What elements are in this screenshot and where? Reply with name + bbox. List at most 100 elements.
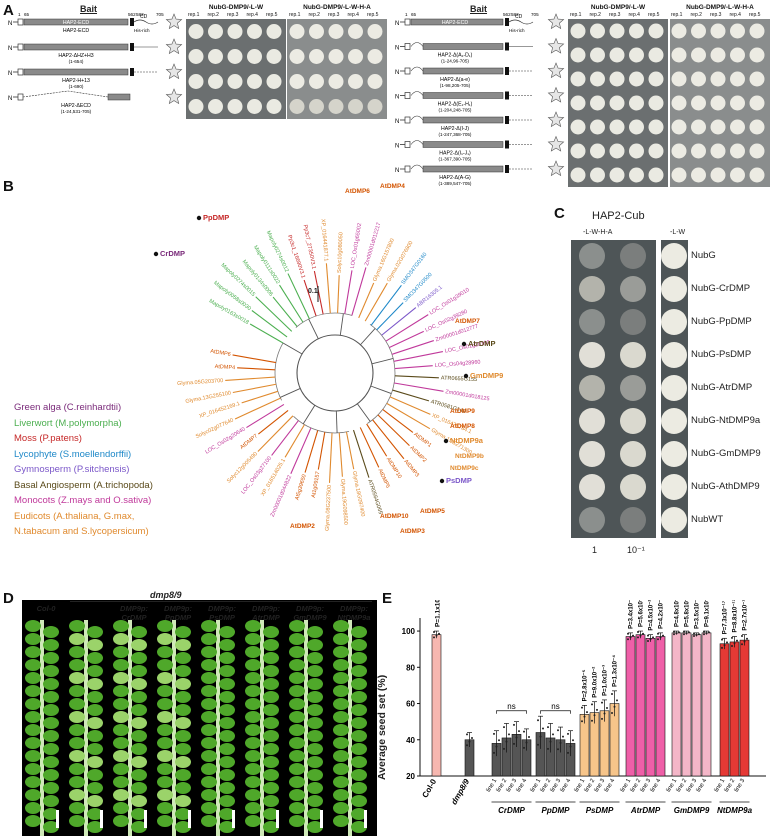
yeast-colony xyxy=(208,99,223,114)
residue-number: 562 xyxy=(503,12,511,17)
data-point xyxy=(652,636,654,639)
yeast-colony xyxy=(590,167,605,183)
tree-leaf-label: Pp3c7_27350V3.1 xyxy=(302,224,317,270)
highlight-label: NtDMP9c xyxy=(450,465,479,472)
ovule-seed xyxy=(43,704,59,716)
g2-construct-diagrams: N HAP2-ECD 1 65 562 582 705 CD His-rich N HAP2-Δ(A… xyxy=(395,12,565,186)
ovule-seed xyxy=(43,782,59,794)
ovule-seed xyxy=(201,633,217,645)
tree-branch xyxy=(251,310,288,338)
ovule-seed xyxy=(307,808,323,820)
ovule-seed xyxy=(201,802,217,814)
ovule-seed xyxy=(43,743,59,755)
ovule-seed xyxy=(201,711,217,723)
colony-spot-lw xyxy=(661,309,687,335)
ovule-seed xyxy=(175,730,191,742)
ovule-seed xyxy=(175,678,191,690)
yeast-colony xyxy=(309,49,324,64)
residue-number: 562 xyxy=(128,12,136,17)
construct-range: (1-247,368-705) xyxy=(439,132,472,137)
ovule-seed xyxy=(245,737,261,749)
ovule-seed xyxy=(157,685,173,697)
data-point xyxy=(591,703,593,706)
d-column-label: DMP9p: xyxy=(120,604,148,613)
data-point xyxy=(741,643,743,646)
ovule-seed xyxy=(219,652,235,664)
ovule-seed xyxy=(333,659,349,671)
ovule-seed xyxy=(307,691,323,703)
legend-entry: Eudicots (A.thaliana, G.max, xyxy=(14,510,135,522)
ovule-seed xyxy=(87,821,103,833)
x-tick-label: line 4 xyxy=(696,777,709,793)
ovule-seed xyxy=(25,737,41,749)
ovule-seed xyxy=(25,802,41,814)
residue-number: 705 xyxy=(156,12,164,17)
data-point xyxy=(678,631,680,634)
yeast-colony xyxy=(730,23,745,39)
ovule-seed xyxy=(263,678,279,690)
ovule-seed xyxy=(25,724,41,736)
yeast-colony xyxy=(348,74,363,89)
ovule-seed xyxy=(69,737,85,749)
signal-peptide-box xyxy=(17,43,24,51)
data-point xyxy=(581,720,583,723)
yeast-colony xyxy=(590,119,605,135)
yeast-colony xyxy=(247,49,262,64)
ovule-seed xyxy=(201,776,217,788)
yeast-colony xyxy=(730,71,745,87)
yeast-colony xyxy=(590,71,605,87)
ovule-seed xyxy=(87,704,103,716)
g1-construct-diagrams: N HAP2-ECD HAP2-ECD 1 65 562 582 705 CD His-rich N… xyxy=(8,12,183,114)
ovule-seed xyxy=(289,750,305,762)
ovule-seed xyxy=(201,789,217,801)
tree-branch xyxy=(313,270,324,315)
data-point xyxy=(438,632,440,635)
tree-leaf-label: AtDMP10 xyxy=(385,457,403,480)
bar xyxy=(579,714,590,777)
c-row-label: NubG xyxy=(691,250,716,261)
ovule-seed xyxy=(175,704,191,716)
data-point xyxy=(549,740,552,743)
tree-leaf-label: Pp3c1_16690V3.1 xyxy=(286,234,306,279)
c-row-label: NubG-CrDMP xyxy=(691,283,751,294)
ovule-seed xyxy=(263,626,279,638)
tm-box xyxy=(505,116,509,124)
tree-branch xyxy=(255,296,293,332)
y-tick-label: 60 xyxy=(406,700,415,709)
highlight-label: CrDMP xyxy=(160,249,185,258)
ovule-seed xyxy=(69,711,85,723)
tree-branch xyxy=(249,323,284,344)
yeast-colony xyxy=(671,71,687,87)
data-point xyxy=(547,726,549,729)
ovule-seed xyxy=(43,678,59,690)
ovule-seed xyxy=(157,711,173,723)
legend-entry: Gymnosperm (P.sitchensis) xyxy=(14,464,130,475)
ovule-seed xyxy=(219,626,235,638)
ecd-box xyxy=(410,18,504,26)
bar xyxy=(671,632,682,777)
group-label: GmDMP9 xyxy=(674,806,710,815)
ovule-seed xyxy=(69,802,85,814)
yeast-colony xyxy=(348,24,363,39)
scale-bar xyxy=(364,810,367,828)
ovule-seed xyxy=(263,665,279,677)
yeast-colony xyxy=(227,49,243,64)
ovule-seed xyxy=(25,646,41,658)
ovule-seed xyxy=(25,815,41,827)
construct-name: HAP2-Δ(I₁-J₁) xyxy=(439,151,471,157)
his-rich-label: His-rich xyxy=(509,28,525,33)
tree-leaf-label: Solyc10g080050 xyxy=(337,232,345,273)
yeast-colony xyxy=(367,99,383,114)
ovule-seed xyxy=(245,789,261,801)
ovule-seed xyxy=(69,789,85,801)
tree-branch xyxy=(344,270,353,314)
ovule-seed xyxy=(351,769,367,781)
panel-label-e: E xyxy=(382,590,393,607)
x-tick-label: dmp8/9 xyxy=(449,777,471,806)
data-point xyxy=(616,699,618,702)
colony-spot-lw xyxy=(661,342,687,368)
yeast-colony xyxy=(208,49,223,64)
tree-internal-branch xyxy=(335,410,338,433)
signal-peptide-box xyxy=(404,165,411,173)
yeast-colony xyxy=(671,119,687,135)
